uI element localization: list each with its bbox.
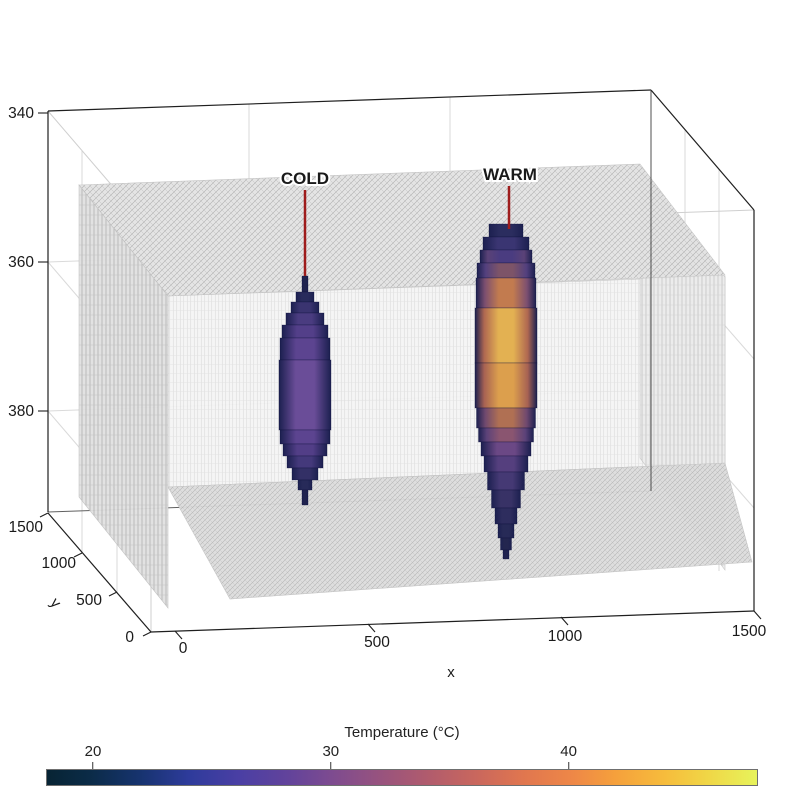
blob-slab (475, 277, 537, 309)
blob-slab (476, 262, 536, 279)
y-tick-0: 0 (125, 629, 134, 646)
y-axis-line (47, 512, 152, 633)
blob-slab (491, 489, 521, 509)
blob-slab (301, 489, 309, 506)
colorbar-tick-label: 20 (84, 743, 102, 760)
blob-slab (479, 249, 533, 264)
x-axis-line (150, 610, 755, 633)
blob-slab (290, 301, 320, 314)
blob-slab (291, 467, 319, 481)
blob-slab (497, 523, 515, 539)
warm-volume (474, 223, 538, 560)
x-tick-labels: 0 500 1000 1500 (179, 623, 767, 657)
z-tick-380: 380 (8, 403, 34, 420)
x-tick-0: 0 (179, 640, 188, 657)
x-tick-1000: 1000 (548, 628, 583, 645)
cold-volume (278, 275, 332, 506)
colorbar: Temperature (°C) 20 30 40 (46, 724, 758, 790)
blob-slab (286, 455, 324, 469)
y-tick-1500: 1500 (9, 519, 44, 536)
blob-slab (494, 507, 518, 525)
tick-marks (38, 112, 762, 640)
blob-slab (301, 275, 309, 293)
blob-slab (474, 362, 538, 409)
x-axis-label: x (447, 664, 455, 681)
blob-slab (483, 455, 529, 473)
y-tick-labels: 1500 1000 500 0 (9, 519, 135, 646)
blob-slab (482, 236, 530, 251)
y-axis-label: y (47, 595, 65, 612)
axis-rulers (38, 112, 762, 640)
cold-label: COLD (281, 169, 329, 188)
z-tick-340: 340 (8, 105, 34, 122)
colorbar-tick-mark (567, 762, 570, 769)
y-tick-500: 500 (76, 592, 102, 609)
blob-slab (480, 441, 532, 457)
blob-slab (282, 443, 328, 457)
blob-slab (474, 307, 538, 364)
blob-slab (476, 407, 536, 429)
colorbar-tick-mark (330, 762, 332, 769)
colorbar-tick-label: 30 (322, 743, 340, 760)
blob-slab (278, 359, 332, 431)
z-tick-labels: 340 360 380 (8, 105, 34, 420)
y-tick-1000: 1000 (42, 555, 77, 572)
blob-slab (500, 537, 512, 551)
grid-volume-floor (167, 462, 753, 600)
blob-slab (487, 471, 525, 491)
warm-label: WARM (483, 165, 537, 184)
grid-volume-left-face (78, 184, 169, 609)
colorbar-tick-mark (92, 762, 94, 769)
grid-volume-top-face (78, 163, 726, 297)
z-tick-360: 360 (8, 254, 34, 271)
x-tick-1500: 1500 (732, 623, 767, 640)
blob-slab (295, 291, 315, 303)
blob-slab (279, 429, 331, 445)
box-edges (47, 89, 755, 611)
blob-slab (285, 312, 325, 326)
plot-3d: 340 360 380 1500 1000 500 0 0 500 1000 1… (8, 89, 767, 681)
blob-slab (502, 549, 510, 560)
blob-slab (281, 324, 329, 339)
colorbar-gradient-bar (46, 769, 758, 786)
blob-slab (279, 337, 331, 361)
x-tick-500: 500 (364, 634, 390, 651)
blob-slab (297, 479, 313, 491)
colorbar-tick-label: 40 (560, 743, 577, 760)
blob-slab (478, 427, 534, 443)
blob-slab (488, 223, 524, 238)
colorbar-title: Temperature (°C) (344, 724, 460, 741)
